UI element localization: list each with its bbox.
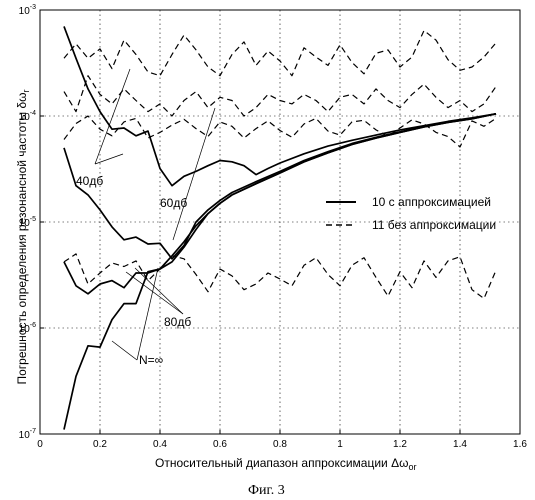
annotation-40db: 40дб <box>76 174 103 188</box>
y-tick-label: 10-3 <box>19 4 36 17</box>
x-tick-label: 0.2 <box>93 439 107 450</box>
series-line-with-approx <box>64 26 496 185</box>
legend-label-without-approx: 11 без аппроксимации <box>372 218 496 232</box>
x-tick-label: 0.4 <box>153 439 167 450</box>
x-axis-label: Относительный диапазон аппроксимации Δωo… <box>155 456 416 472</box>
x-tick-label: 1.2 <box>393 439 407 450</box>
annotation-60db: 60дб <box>160 196 187 210</box>
x-tick-label: 0.6 <box>213 439 227 450</box>
y-axis-label: Погрешность определения резонансной част… <box>15 90 31 385</box>
x-tick-label: 1 <box>337 439 343 450</box>
legend: 10 с аппроксимацией 11 без аппроксимации <box>326 195 496 232</box>
x-tick-labels: 0 0.2 0.4 0.6 0.8 1 1.2 1.4 1.6 <box>37 430 527 450</box>
x-tick-label: 1.6 <box>513 439 527 450</box>
legend-label-with-approx: 10 с аппроксимацией <box>372 195 491 209</box>
annotation-n-infinity: N=∞ <box>139 353 163 367</box>
figure-caption: Фиг. 3 <box>248 483 285 498</box>
y-tick-label: 10-7 <box>19 428 36 441</box>
x-tick-label: 1.4 <box>453 439 467 450</box>
annotation-pointers <box>95 69 215 360</box>
annotation-80db: 80дб <box>164 315 191 329</box>
x-tick-label: 0 <box>37 439 43 450</box>
x-tick-label: 0.8 <box>273 439 287 450</box>
